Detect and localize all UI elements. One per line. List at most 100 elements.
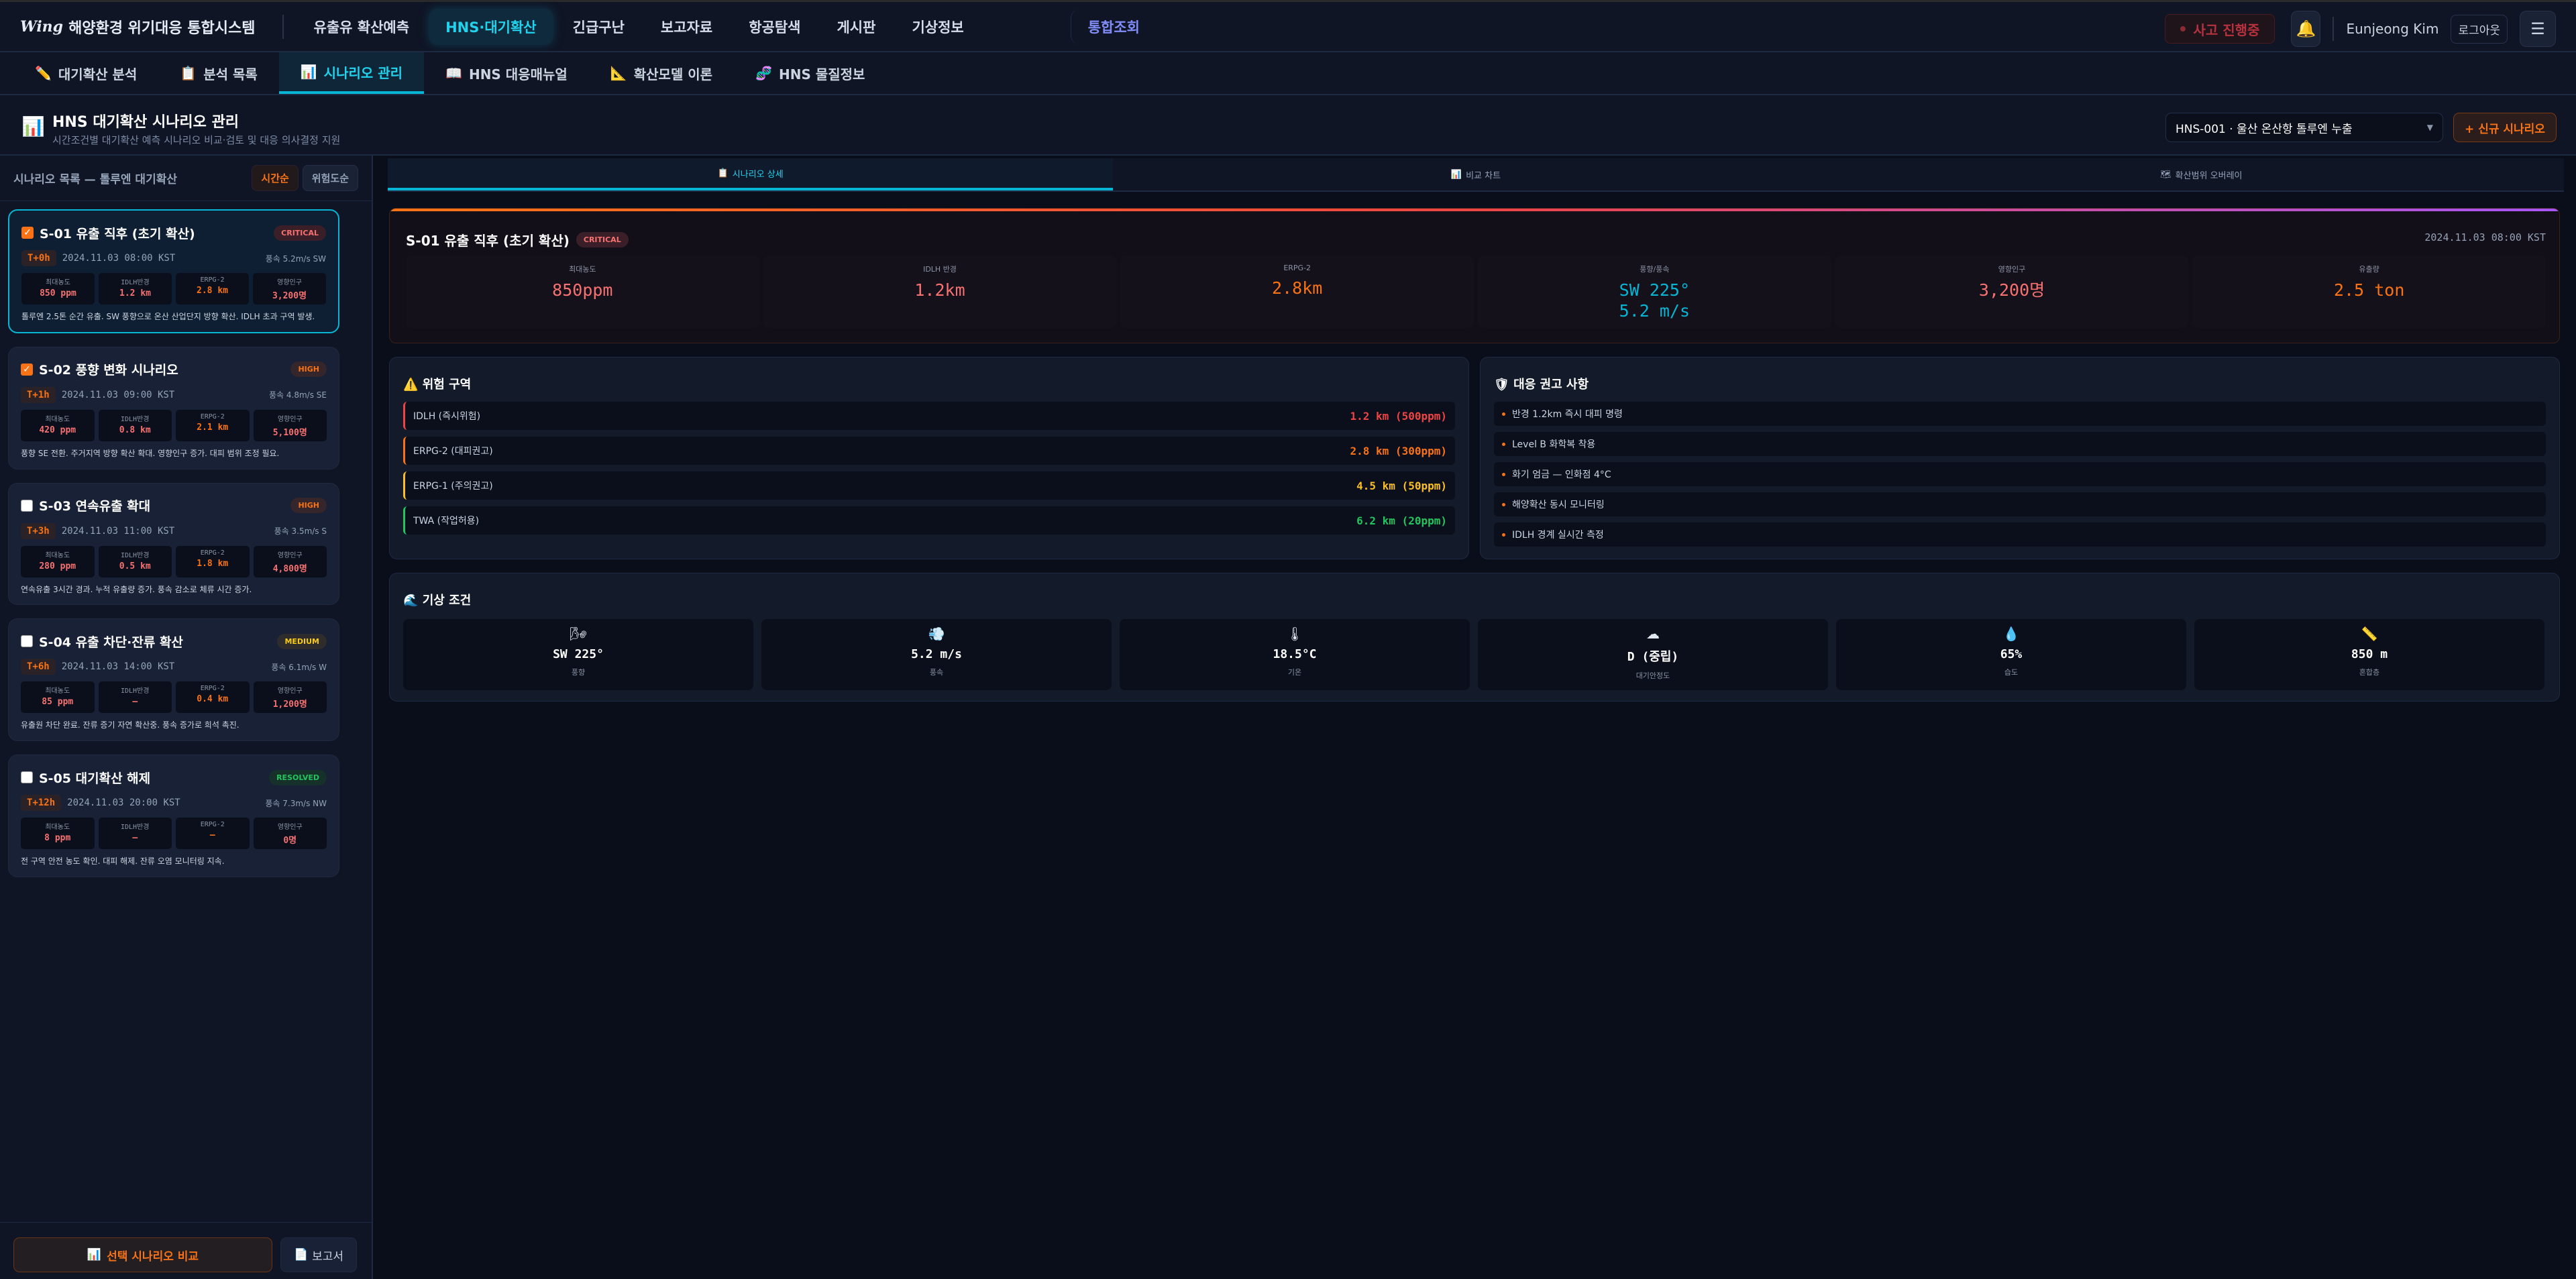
subnav-tab[interactable]: 🧬 HNS 물질정보 bbox=[734, 52, 886, 94]
scenario-title: S-01 유출 직후 (초기 확산) bbox=[40, 226, 195, 241]
scenario-card[interactable]: S-05 대기확산 해제 RESOLVED T+12h 2024.11.03 20:0… bbox=[8, 755, 339, 877]
nav-item[interactable]: 보고자료 bbox=[660, 19, 713, 36]
status-dot-icon bbox=[2180, 26, 2186, 32]
metric-value: 0.4 km bbox=[197, 694, 229, 705]
tab-2[interactable]: 🗺 확산범위 오버레이 bbox=[1839, 158, 2564, 190]
wind-info: 풍속 6.1m/s W bbox=[271, 662, 327, 672]
report-button[interactable]: 📄 보고서 bbox=[280, 1237, 357, 1272]
document-icon: 📄 bbox=[293, 1248, 309, 1262]
scenario-card[interactable]: S-03 연속유출 확대 HIGH T+3h 2024.11.03 11:00 KST… bbox=[8, 482, 339, 606]
menu-button[interactable]: ☰ bbox=[2520, 11, 2556, 47]
metric-label: 영향인구 bbox=[277, 687, 303, 696]
scenario-checkbox[interactable]: ✓ bbox=[21, 363, 33, 376]
metric-box: 최대농도 8 ppm bbox=[21, 818, 95, 850]
metric-box: 영향인구 1,200명 bbox=[253, 681, 327, 714]
nav-item[interactable]: 긴급구난 bbox=[572, 19, 625, 36]
tab-icon: 🗺 bbox=[2160, 169, 2171, 180]
nav-item[interactable]: 유출유 확산예측 bbox=[313, 19, 410, 36]
subnav-tab[interactable]: 📐 확산모델 이론 bbox=[589, 52, 734, 94]
scenario-card[interactable]: S-04 유출 차단·잔류 확산 MEDIUM T+6h 2024.11.03 14:… bbox=[8, 618, 339, 742]
scenario-checkbox[interactable] bbox=[21, 771, 33, 784]
metric-label: 최대농도 bbox=[45, 551, 70, 559]
subnav-tab[interactable]: 📋 분석 목록 bbox=[158, 52, 278, 94]
weather-value: 5.2 m/s bbox=[911, 647, 962, 661]
subnav-tab[interactable]: 📊 시나리오 관리 bbox=[278, 52, 425, 94]
metrics-row: 최대농도 85 ppm IDLH반경 — ERPG-2 0.4 km 영향인구 1,200명 bbox=[21, 681, 327, 714]
stat-label: 최대농도 bbox=[569, 265, 596, 274]
detail-title: S-01 유출 직후 (초기 확산) bbox=[406, 233, 570, 249]
subnav-icon: 🧬 bbox=[755, 65, 772, 81]
stat-value: 2.8km bbox=[1272, 278, 1323, 298]
weather-card: 💧 65% 습도 bbox=[1836, 619, 2186, 690]
weather-icon: 💨 bbox=[928, 626, 945, 642]
metric-label: IDLH반경 bbox=[121, 551, 150, 559]
zone-value: 4.5 km (50ppm) bbox=[1356, 479, 1447, 492]
card-header: S-04 유출 차단·잔류 확산 MEDIUM bbox=[21, 631, 327, 651]
metric-box: IDLH반경 0.5 km bbox=[98, 545, 172, 577]
card-header: S-05 대기확산 해제 RESOLVED bbox=[21, 767, 327, 787]
metric-label: IDLH반경 bbox=[121, 824, 150, 832]
scenario-list: ✓ S-01 유출 직후 (초기 확산) CRITICAL T+0h 2024.11.0… bbox=[8, 209, 339, 877]
app-title: 해양환경 위기대응 통합시스템 bbox=[68, 19, 256, 37]
logout-button[interactable]: 로그아웃 bbox=[2451, 14, 2508, 44]
card-header: ✓ S-01 유출 직후 (초기 확산) CRITICAL bbox=[21, 223, 326, 243]
nav-item[interactable]: 항공탐색 bbox=[749, 19, 801, 36]
tab-0[interactable]: 📋 시나리오 상세 bbox=[388, 158, 1114, 190]
scenario-card[interactable]: ✓ S-02 풍향 변화 시나리오 HIGH T+1h 2024.11.03 09:00… bbox=[8, 346, 339, 469]
subnav-tab[interactable]: 📖 HNS 대응매뉴얼 bbox=[424, 52, 589, 94]
metric-label: 영향인구 bbox=[277, 824, 303, 832]
weather-icon: ☁ bbox=[1646, 626, 1660, 642]
scenario-sidebar: 시나리오 목록 — 톨루엔 대기확산 시간순 위험도순 ✓ S-01 유출 직후 … bbox=[0, 156, 373, 1279]
subnav-label: 대기확산 분석 bbox=[58, 66, 138, 82]
stat-label: 영향인구 bbox=[1998, 265, 2026, 274]
incident-status-button[interactable]: 사고 진행중 bbox=[2164, 14, 2275, 44]
metrics-row: 최대농도 8 ppm IDLH반경 — ERPG-2— 영향인구 0명 bbox=[21, 818, 327, 850]
sort-by-risk-button[interactable]: 위험도순 bbox=[302, 165, 358, 191]
nav-item[interactable]: HNS·대기확산 bbox=[429, 8, 553, 45]
app-logo[interactable]: Wing 해양환경 위기대응 통합시스템 bbox=[0, 14, 284, 39]
weather-card: ☁ D (중립) 대기안정도 bbox=[1478, 619, 1828, 690]
recommendation-item: 반경 1.2km 즉시 대피 명령 bbox=[1494, 402, 2546, 426]
scenario-checkbox[interactable] bbox=[21, 635, 33, 648]
weather-label: 대기안정도 bbox=[1635, 671, 1670, 680]
zone-value: 1.2 km (500ppm) bbox=[1350, 409, 1448, 423]
nav-item[interactable]: 게시판 bbox=[837, 19, 876, 36]
scenario-datetime: 2024.11.03 08:00 KST bbox=[62, 253, 176, 264]
new-scenario-button[interactable]: + 신규 시나리오 bbox=[2453, 113, 2557, 142]
bullet-icon bbox=[1502, 412, 1505, 416]
subnav-tab[interactable]: ✏️ 대기확산 분석 bbox=[13, 52, 158, 94]
stat-box: 영향인구 3,200명 bbox=[1835, 256, 2189, 328]
nav-item[interactable]: 기상정보 bbox=[912, 19, 964, 36]
weather-value: 65% bbox=[2000, 647, 2023, 661]
severity-badge: CRITICAL bbox=[274, 225, 326, 241]
notifications-button[interactable]: 🔔 bbox=[2291, 11, 2321, 47]
weather-label: 기온 bbox=[1287, 668, 1302, 677]
metric-label: ERPG-2 bbox=[200, 549, 225, 557]
metric-value: 3,200명 bbox=[272, 291, 307, 301]
card-header: ✓ S-02 풍향 변화 시나리오 HIGH bbox=[21, 359, 327, 380]
incident-select[interactable]: HNS-001 · 울산 온산항 톨루엔 누출 ▼ bbox=[2165, 113, 2443, 142]
hamburger-icon: ☰ bbox=[2530, 19, 2545, 38]
metric-label: 최대농도 bbox=[45, 824, 70, 832]
metric-value: 850 ppm bbox=[40, 288, 76, 298]
sort-by-time-button[interactable]: 시간순 bbox=[252, 165, 299, 191]
tab-1[interactable]: 📊 비교 차트 bbox=[1113, 158, 1838, 190]
wind-info: 풍속 5.2m/s SW bbox=[265, 254, 326, 264]
metrics-row: 최대농도 280 ppm IDLH반경 0.5 km ERPG-2 1.8 km 영향인구 4… bbox=[21, 545, 327, 577]
scenario-checkbox[interactable]: ✓ bbox=[21, 227, 34, 239]
card-meta: T+1h 2024.11.03 09:00 KST 풍속 4.8m/s SE bbox=[21, 386, 327, 404]
nav-item[interactable]: 통합조회 bbox=[1070, 8, 1157, 45]
recommendation-item: 해양확산 동시 모니터링 bbox=[1494, 492, 2546, 516]
zone-label: ERPG-1 (주의권고) bbox=[413, 481, 493, 492]
bullet-icon bbox=[1502, 502, 1505, 506]
weather-icon: 🌬 bbox=[570, 626, 587, 642]
recommendation-text: IDLH 경계 실시간 측정 bbox=[1512, 530, 1604, 541]
weather-title: 기상 조건 bbox=[422, 594, 472, 608]
weather-value: 18.5°C bbox=[1273, 647, 1317, 661]
scenario-card[interactable]: ✓ S-01 유출 직후 (초기 확산) CRITICAL T+0h 2024.11.0… bbox=[8, 209, 339, 333]
zone-value: 6.2 km (20ppm) bbox=[1356, 514, 1447, 527]
compare-selected-button[interactable]: 📊 선택 시나리오 비교 bbox=[13, 1237, 272, 1272]
subnav-icon: ✏️ bbox=[35, 65, 52, 81]
hazard-zone-panel: ⚠️ 위험 구역 IDLH (즉시위험) 1.2 km (500ppm) ERPG-… bbox=[389, 357, 1469, 559]
scenario-checkbox[interactable] bbox=[21, 499, 33, 512]
